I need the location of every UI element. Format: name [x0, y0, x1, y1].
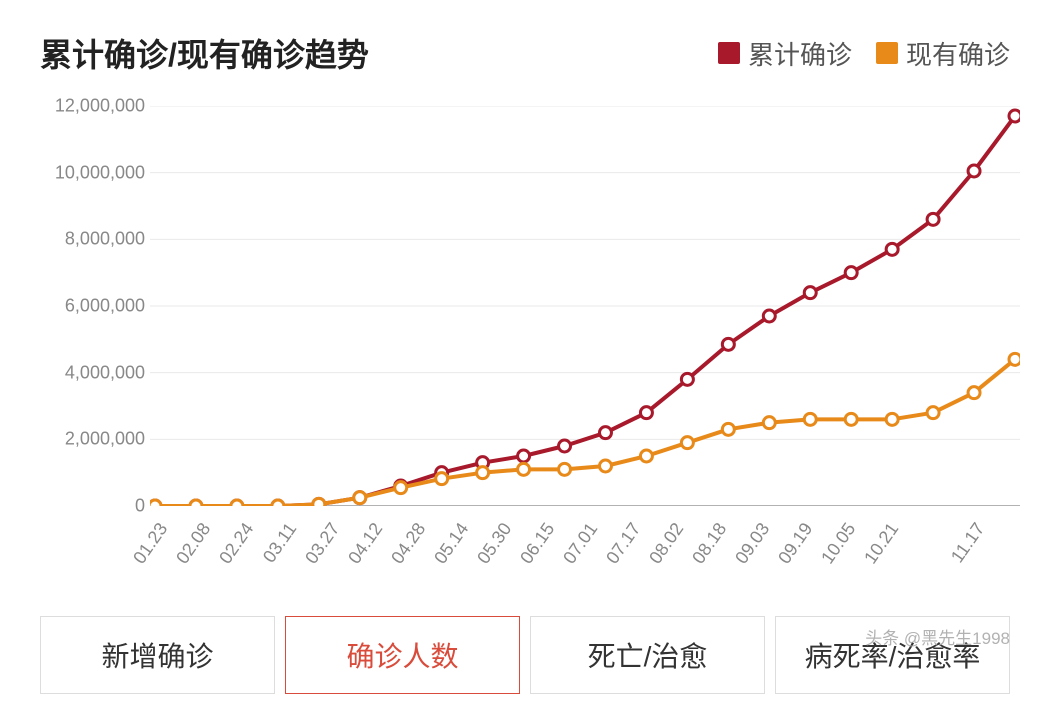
x-tick-label: 08.18 — [688, 519, 731, 568]
data-point — [190, 500, 202, 506]
chart-title: 累计确诊/现有确诊趋势 — [40, 30, 369, 76]
x-tick-label: 10.21 — [860, 519, 903, 568]
y-tick-label: 10,000,000 — [25, 162, 145, 183]
data-point — [763, 417, 775, 429]
data-point — [640, 407, 652, 419]
data-point — [518, 463, 530, 475]
data-point — [886, 413, 898, 425]
chart-area: 0 2,000,000 4,000,000 6,000,000 8,000,000 10,… — [20, 96, 1030, 576]
data-point — [722, 423, 734, 435]
x-tick-label: 01.23 — [129, 519, 172, 568]
data-point — [231, 500, 243, 506]
data-point — [845, 413, 857, 425]
x-axis: 01.2302.0802.2403.1103.2704.1204.2805.14… — [150, 511, 1020, 571]
x-tick-label: 04.28 — [387, 519, 430, 568]
data-point — [804, 413, 816, 425]
tab-新增确诊[interactable]: 新增确诊 — [40, 616, 275, 694]
data-point — [354, 492, 366, 504]
x-tick-label: 11.17 — [947, 519, 989, 567]
legend-item-current: 现有确诊 — [876, 35, 1010, 72]
data-point — [599, 427, 611, 439]
data-point — [927, 213, 939, 225]
data-point — [681, 373, 693, 385]
data-point — [1009, 110, 1020, 122]
x-tick-label: 07.01 — [559, 519, 602, 568]
legend-swatch-icon — [718, 42, 740, 64]
x-tick-label: 05.30 — [473, 519, 516, 568]
data-point — [968, 165, 980, 177]
data-point — [436, 473, 448, 485]
plot-region — [150, 106, 1020, 506]
data-point — [150, 500, 161, 506]
y-tick-label: 12,000,000 — [25, 96, 145, 117]
data-point — [804, 287, 816, 299]
x-tick-label: 03.11 — [259, 519, 301, 567]
data-point — [518, 450, 530, 462]
data-point — [763, 310, 775, 322]
x-tick-label: 04.12 — [344, 519, 387, 568]
x-tick-label: 09.03 — [731, 519, 774, 568]
x-tick-label: 05.14 — [430, 519, 473, 568]
data-point — [599, 460, 611, 472]
data-point — [640, 450, 652, 462]
data-point — [1009, 353, 1020, 365]
y-axis: 02,000,0004,000,0006,000,0008,000,00010,… — [20, 106, 145, 506]
watermark-text: 头条 @黑先生1998 — [865, 624, 1010, 649]
line-chart-svg — [150, 106, 1020, 506]
data-point — [968, 387, 980, 399]
y-tick-label: 6,000,000 — [25, 296, 145, 317]
series-line — [155, 359, 1015, 506]
data-point — [886, 243, 898, 255]
x-tick-label: 02.24 — [215, 519, 258, 568]
data-point — [559, 440, 571, 452]
data-point — [559, 463, 571, 475]
tab-死亡/治愈[interactable]: 死亡/治愈 — [530, 616, 765, 694]
tab-确诊人数[interactable]: 确诊人数 — [285, 616, 520, 694]
y-tick-label: 4,000,000 — [25, 362, 145, 383]
x-tick-label: 10.05 — [817, 519, 860, 568]
legend-swatch-icon — [876, 42, 898, 64]
data-point — [395, 482, 407, 494]
data-point — [313, 498, 325, 506]
x-tick-label: 09.19 — [774, 519, 817, 568]
data-point — [845, 267, 857, 279]
y-tick-label: 0 — [25, 496, 145, 517]
x-tick-label: 02.08 — [172, 519, 215, 568]
legend-label: 现有确诊 — [906, 35, 1010, 72]
legend-label: 累计确诊 — [748, 35, 852, 72]
chart-container: 累计确诊/现有确诊趋势 累计确诊 现有确诊 0 2,000,000 4,000,00… — [0, 0, 1050, 704]
data-point — [681, 437, 693, 449]
x-tick-label: 08.02 — [645, 519, 688, 568]
legend: 累计确诊 现有确诊 — [718, 35, 1010, 72]
y-tick-label: 2,000,000 — [25, 429, 145, 450]
y-tick-label: 8,000,000 — [25, 229, 145, 250]
x-tick-label: 03.27 — [301, 519, 344, 568]
x-tick-label: 06.15 — [516, 519, 559, 568]
data-point — [927, 407, 939, 419]
data-point — [722, 338, 734, 350]
x-tick-label: 07.17 — [602, 519, 645, 568]
data-point — [272, 500, 284, 506]
chart-header: 累计确诊/现有确诊趋势 累计确诊 现有确诊 — [20, 30, 1030, 76]
series-line — [155, 116, 1015, 506]
legend-item-cumulative: 累计确诊 — [718, 35, 852, 72]
data-point — [477, 467, 489, 479]
